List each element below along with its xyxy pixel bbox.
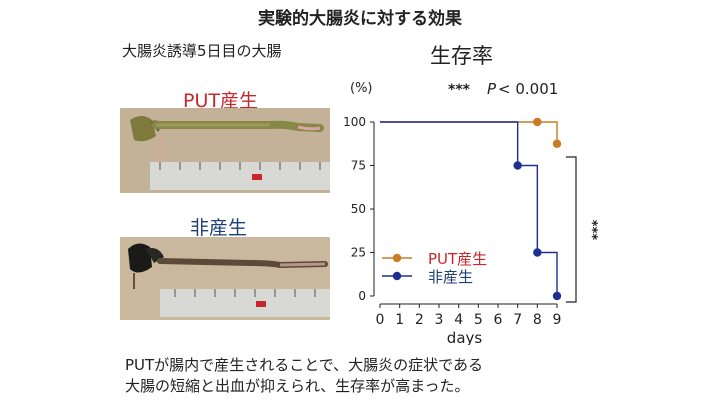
photo-label-non: 非産生 (190, 217, 248, 239)
chart-title: 生存率 (430, 44, 493, 68)
colon-photo-non (120, 237, 330, 320)
y-tick-label: 50 (351, 202, 366, 216)
x-tick-label: 0 (376, 312, 385, 328)
significance-bracket (566, 156, 577, 303)
x-axis-label: days (447, 329, 483, 345)
legend-label-0: PUT産生 (428, 250, 487, 268)
x-tick-label: 6 (494, 312, 503, 328)
series-line-0 (380, 121, 558, 144)
series-point-1 (533, 248, 542, 257)
colon-image-non (120, 237, 330, 320)
x-tick-label: 1 (395, 312, 404, 328)
p-value: < 0.001 (498, 80, 558, 98)
series-point-1 (552, 291, 562, 301)
series-point-1 (513, 161, 522, 170)
photo-label-put: PUT産生 (183, 90, 258, 112)
legend-marker-1 (392, 271, 402, 281)
y-tick-label: 100 (343, 115, 366, 129)
p-stars: *** (448, 82, 471, 98)
y-tick-label: 75 (351, 159, 366, 173)
x-tick-label: 5 (474, 312, 483, 328)
y-tick-label: 25 (351, 246, 366, 260)
x-tick-label: 4 (454, 312, 463, 328)
caption-line-2: 大腸の短縮と出血が抑えられ、生存率が高まった。 (125, 377, 470, 395)
p-label: P (487, 80, 497, 98)
x-tick-label: 3 (435, 312, 444, 328)
caption-line-1: PUTが腸内で産生されることで、大腸炎の症状である (125, 356, 483, 374)
colon-photo-heading: 大腸炎誘導5日目の大腸 (122, 42, 282, 60)
x-tick-label: 7 (513, 312, 522, 328)
colon-photo-put (120, 108, 330, 193)
page-title: 実験的大腸炎に対する効果 (258, 9, 462, 29)
y-axis-label: (%) (350, 81, 373, 96)
legend-label-1: 非産生 (428, 268, 473, 286)
x-tick-label: 8 (533, 312, 542, 328)
series-point-0 (533, 117, 542, 127)
series-line-1 (380, 121, 558, 296)
x-tick-label: 2 (415, 312, 424, 328)
colon-image-put (120, 108, 330, 193)
legend-marker-0 (392, 253, 402, 263)
bracket-stars: *** (584, 220, 599, 241)
y-tick-label: 0 (358, 289, 366, 303)
series-point-0 (552, 139, 562, 148)
x-tick-label: 9 (553, 312, 562, 328)
